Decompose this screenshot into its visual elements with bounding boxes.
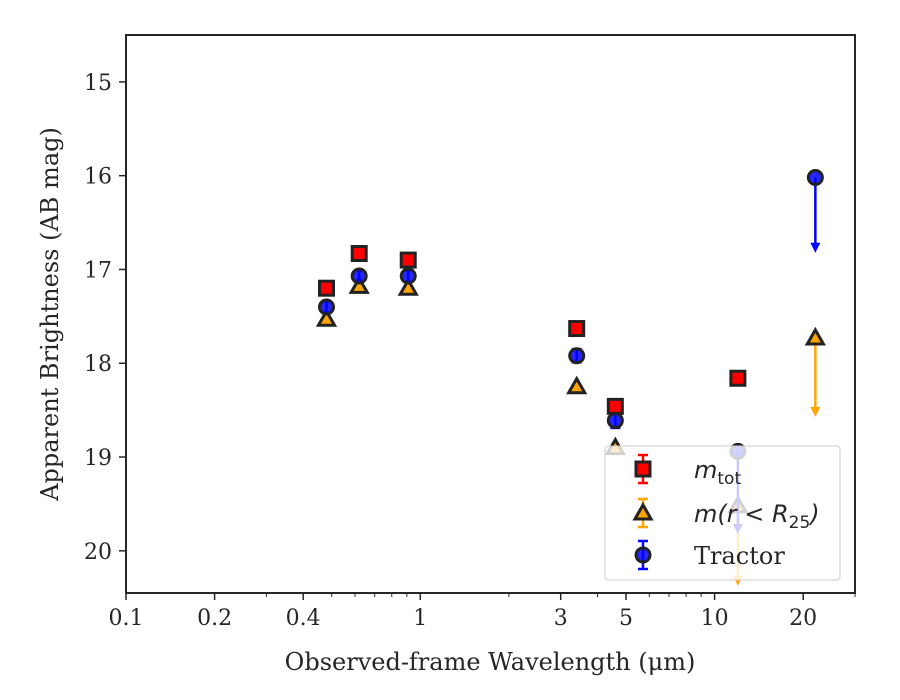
data-point [606,397,624,415]
legend-marker [634,460,652,478]
data-point [317,279,335,297]
data-point [317,298,335,316]
data-point [315,308,338,327]
data-point [568,320,586,338]
x-tick-label: 20 [789,606,817,631]
data-point [606,411,624,429]
legend-label: mtot [694,456,741,489]
x-tick-label: 0.2 [197,606,232,631]
y-axis-label: Apparent Brightness (AB mag) [36,127,64,502]
y-tick-label: 20 [84,540,112,565]
x-axis-ticks: 0.1 0.2 0.4 1 3 5 10 20 [109,593,856,631]
data-point [566,375,588,395]
x-tick-label: 10 [701,606,729,631]
x-tick-label: 3 [554,606,568,631]
legend-marker [632,501,654,521]
arrow-head [810,242,821,253]
x-tick-label: 5 [619,606,633,631]
x-tick-label: 0.1 [109,606,144,631]
data-point [350,267,368,285]
legend-label: m(r < R25) [694,500,820,533]
y-tick-label: 19 [84,446,112,471]
y-tick-label: 15 [84,71,112,96]
upper-limit-arrow [810,337,821,417]
y-tick-label: 18 [84,352,112,377]
y-tick-label: 16 [84,165,112,190]
x-axis-label: Observed-frame Wavelength (μm) [285,648,696,676]
data-point [399,267,417,285]
legend: mtot m(r < R25) Tractor [604,445,841,581]
data-point [568,347,586,365]
upper-limit-arrow [810,177,821,253]
x-tick-label: 1 [413,606,427,631]
data-point [348,275,370,294]
legend-entry: Tractor [634,539,785,571]
legend-entry: m(r < R25) [632,497,820,533]
series-square [317,245,747,415]
legend-marker [634,546,652,564]
plot-area: 0.1 0.2 0.4 1 3 5 10 20 15 16 17 18 19 20 [84,34,856,631]
legend-label-main: m [694,456,717,484]
data-point [806,169,824,187]
data-point [350,245,368,263]
data-point [729,369,747,387]
legend-label: Tractor [694,542,785,570]
legend-entry: mtot [634,453,741,489]
legend-label-main: m(r < R [694,500,789,528]
y-axis-ticks: 15 16 17 18 19 20 [84,71,126,565]
data-point [399,251,417,269]
y-tick-label: 17 [84,258,112,283]
legend-frame [604,445,841,581]
data-point [804,326,826,346]
legend-label-sub: 25 [789,513,811,533]
data-point [397,277,419,296]
x-tick-label: 0.4 [286,606,321,631]
arrow-head [810,406,821,417]
legend-label-close: ) [808,500,819,528]
legend-label-sub: tot [717,469,741,489]
